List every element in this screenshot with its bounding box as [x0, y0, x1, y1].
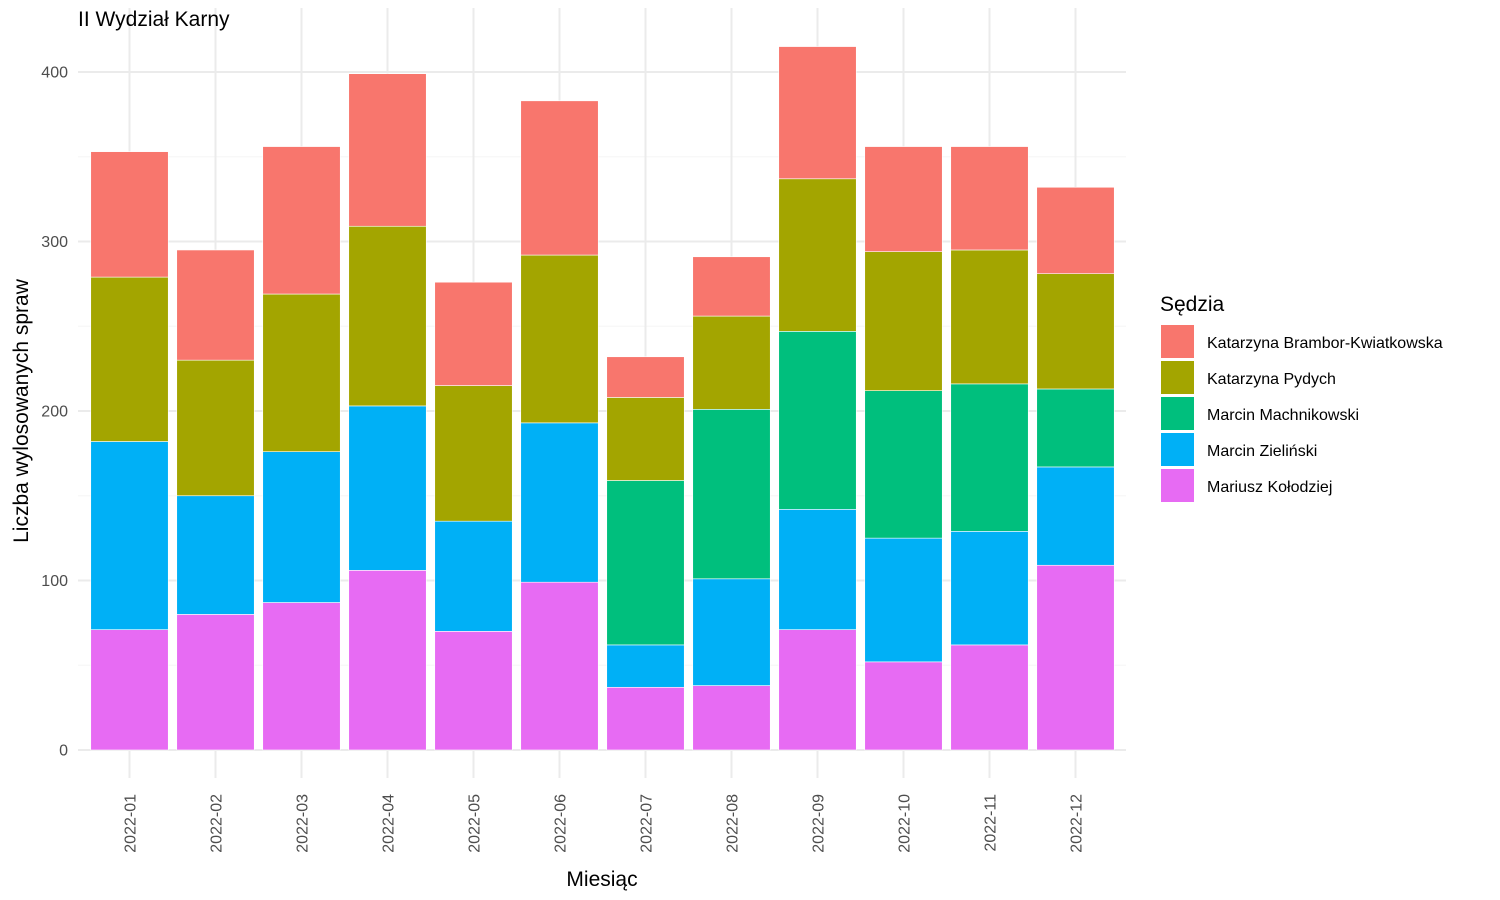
- legend-title: Sędzia: [1160, 293, 1225, 316]
- bar-segment: Mariusz Kołodziej — 2022-03: 87: [262, 602, 341, 751]
- x-axis-title: Miesiąc: [566, 868, 637, 891]
- bar-segment: Katarzyna Pydych — 2022-05: 80: [434, 385, 513, 522]
- legend-item: Katarzyna Brambor-Kwiatkowska: [1161, 325, 1443, 358]
- legend-item: Mariusz Kołodziej: [1161, 469, 1332, 502]
- legend-swatch: [1161, 433, 1194, 466]
- legend-label: Mariusz Kołodziej: [1207, 479, 1332, 496]
- legend-label: Marcin Machnikowski: [1207, 407, 1359, 424]
- y-axis-title: Liczba wylosowanych spraw: [10, 278, 33, 543]
- bar-segment: Marcin Machnikowski — 2022-07: 97: [606, 480, 685, 646]
- x-tick-label: 2022-09: [811, 794, 828, 853]
- bar-segment: Marcin Zieliński — 2022-08: 63: [692, 578, 771, 686]
- bar-segment: Katarzyna Pydych — 2022-11: 79: [950, 249, 1029, 385]
- chart-title: II Wydział Karny: [78, 8, 230, 31]
- bar-segment: Mariusz Kołodziej — 2022-09: 71: [778, 629, 857, 751]
- bar-segment: Marcin Zieliński — 2022-05: 65: [434, 520, 513, 632]
- bar-segment: Mariusz Kołodziej — 2022-11: 62: [950, 644, 1029, 751]
- bar-segment: Katarzyna Brambor-Kwiatkowska — 2022-08:…: [692, 256, 771, 317]
- bar-segment: Mariusz Kołodziej — 2022-05: 70: [434, 631, 513, 751]
- bar-segment: Katarzyna Pydych — 2022-04: 106: [348, 225, 427, 407]
- x-tick-label: 2022-07: [639, 794, 656, 853]
- bar-segment: Mariusz Kołodziej — 2022-07: 37: [606, 686, 685, 751]
- bar-segment: Marcin Zieliński — 2022-10: 73: [864, 537, 943, 663]
- bars: Mariusz Kołodziej — 2022-01: 71Marcin Zi…: [90, 46, 1115, 751]
- bar-segment: Katarzyna Brambor-Kwiatkowska — 2022-03:…: [262, 146, 341, 295]
- bar-segment: Katarzyna Brambor-Kwiatkowska — 2022-07:…: [606, 356, 685, 398]
- x-tick-label: 2022-10: [897, 794, 914, 853]
- x-tick-label: 2022-03: [295, 794, 312, 853]
- bar-segment: Katarzyna Brambor-Kwiatkowska — 2022-05:…: [434, 281, 513, 386]
- legend-swatch: [1161, 361, 1194, 394]
- bar-segment: Mariusz Kołodziej — 2022-01: 71: [90, 629, 169, 751]
- bar-segment: Mariusz Kołodziej — 2022-10: 52: [864, 661, 943, 751]
- x-tick-label: 2022-04: [381, 794, 398, 853]
- legend-label: Marcin Zieliński: [1207, 443, 1317, 460]
- bar-segment: Katarzyna Pydych — 2022-02: 80: [176, 359, 255, 497]
- bar-segment: Marcin Zieliński — 2022-02: 70: [176, 495, 255, 615]
- bar-segment: Marcin Machnikowski — 2022-08: 100: [692, 409, 771, 580]
- y-tick-label: 300: [41, 234, 68, 251]
- legend-swatch: [1161, 469, 1194, 502]
- bar-segment: Mariusz Kołodziej — 2022-12: 109: [1036, 564, 1115, 751]
- x-tick-label: 2022-02: [209, 794, 226, 853]
- y-tick-label: 400: [41, 65, 68, 82]
- bar-segment: Katarzyna Pydych — 2022-03: 93: [262, 293, 341, 452]
- bar-segment: Katarzyna Pydych — 2022-06: 99: [520, 254, 599, 424]
- bar-segment: Katarzyna Pydych — 2022-12: 68: [1036, 273, 1115, 390]
- x-axis-ticks: 2022-01 2022-02 2022-03 2022-04 2022-05 2022-…: [123, 794, 1086, 853]
- x-tick-label: 2022-05: [467, 794, 484, 853]
- bar-segment: Mariusz Kołodziej — 2022-02: 80: [176, 614, 255, 751]
- legend-label: Katarzyna Brambor-Kwiatkowska: [1207, 335, 1443, 352]
- y-tick-label: 200: [41, 404, 68, 421]
- bar-segment: Katarzyna Pydych — 2022-01: 97: [90, 276, 169, 442]
- bar-segment: Marcin Zieliński — 2022-12: 58: [1036, 466, 1115, 566]
- bar-segment: Marcin Zieliński — 2022-07: 25: [606, 644, 685, 688]
- x-tick-label: 2022-12: [1069, 794, 1086, 853]
- bar-segment: Katarzyna Brambor-Kwiatkowska — 2022-04:…: [348, 73, 427, 227]
- bar-segment: Katarzyna Pydych — 2022-09: 90: [778, 178, 857, 332]
- bar-segment: Marcin Zieliński — 2022-09: 71: [778, 509, 857, 630]
- x-tick-label: 2022-01: [123, 794, 140, 853]
- legend-swatch: [1161, 325, 1194, 358]
- bar-segment: Marcin Zieliński — 2022-01: 111: [90, 441, 169, 630]
- bar-segment: Katarzyna Pydych — 2022-10: 82: [864, 251, 943, 391]
- bar-segment: Katarzyna Brambor-Kwiatkowska — 2022-10:…: [864, 146, 943, 252]
- bar-segment: Mariusz Kołodziej — 2022-08: 38: [692, 685, 771, 751]
- bar-segment: Marcin Machnikowski — 2022-12: 46: [1036, 388, 1115, 468]
- bar-segment: Marcin Machnikowski — 2022-10: 87: [864, 390, 943, 539]
- bar-segment: Katarzyna Brambor-Kwiatkowska — 2022-02:…: [176, 249, 255, 361]
- x-tick-label: 2022-11: [983, 794, 1000, 852]
- bar-segment: Katarzyna Brambor-Kwiatkowska — 2022-09:…: [778, 46, 857, 180]
- x-tick-label: 2022-08: [725, 794, 742, 853]
- y-tick-label: 100: [41, 573, 68, 590]
- bar-segment: Mariusz Kołodziej — 2022-06: 99: [520, 581, 599, 751]
- bar-segment: Katarzyna Brambor-Kwiatkowska — 2022-11:…: [950, 146, 1029, 251]
- y-axis-ticks: 0 100 200 300 400: [41, 65, 68, 760]
- bar-segment: Marcin Zieliński — 2022-03: 89: [262, 451, 341, 603]
- bar-segment: Katarzyna Pydych — 2022-08: 55: [692, 315, 771, 410]
- bar-segment: Marcin Machnikowski — 2022-11: 87: [950, 383, 1029, 532]
- bar-segment: Katarzyna Brambor-Kwiatkowska — 2022-01:…: [90, 151, 169, 278]
- legend: Sędzia Katarzyna Brambor-Kwiatkowska Kata…: [1160, 293, 1443, 502]
- bar-segment: Mariusz Kołodziej — 2022-04: 106: [348, 570, 427, 751]
- x-tick-label: 2022-06: [553, 794, 570, 853]
- legend-item: Katarzyna Pydych: [1161, 361, 1336, 394]
- legend-label: Katarzyna Pydych: [1207, 371, 1336, 388]
- legend-item: Marcin Zieliński: [1161, 433, 1317, 466]
- bar-segment: Katarzyna Pydych — 2022-07: 49: [606, 397, 685, 481]
- bar-segment: Marcin Zieliński — 2022-11: 67: [950, 531, 1029, 646]
- bar-segment: Marcin Zieliński — 2022-04: 97: [348, 405, 427, 571]
- bar-segment: Marcin Machnikowski — 2022-09: 105: [778, 331, 857, 510]
- legend-swatch: [1161, 397, 1194, 430]
- bar-segment: Katarzyna Brambor-Kwiatkowska — 2022-12:…: [1036, 186, 1115, 275]
- bar-segment: Marcin Zieliński — 2022-06: 94: [520, 422, 599, 583]
- legend-item: Marcin Machnikowski: [1161, 397, 1359, 430]
- bar-segment: Katarzyna Brambor-Kwiatkowska — 2022-06:…: [520, 100, 599, 256]
- y-tick-label: 0: [59, 743, 68, 760]
